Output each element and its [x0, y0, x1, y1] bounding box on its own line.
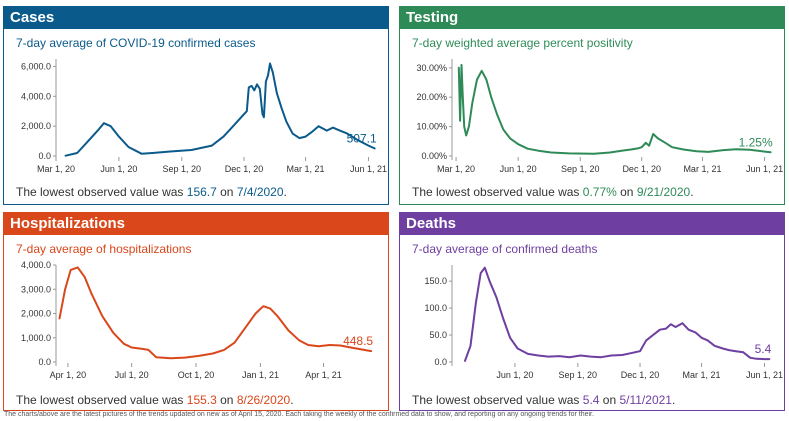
cases-y-tick-label: 4,000.0 [21, 91, 51, 101]
testing-lowest-note: The lowest observed value was 0.77% on 9… [412, 185, 694, 199]
testing-y-tick-label: 10.00% [416, 122, 447, 132]
cases-y-tick-label: 6,000.0 [21, 61, 51, 71]
testing-note-end: . [690, 185, 694, 199]
testing-x-tick-label: Sep 1, 20 [561, 164, 600, 174]
hosp-latest-value-label: 448.5 [343, 334, 373, 348]
deaths-lowest-note: The lowest observed value was 5.4 on 5/1… [412, 393, 675, 407]
hospitalizations-header: Hospitalizations [4, 213, 388, 235]
testing-latest-value-label: 1.25% [739, 135, 773, 149]
deaths-y-tick-label: 100.0 [424, 303, 447, 313]
cases-y-tick-label: 2,000.0 [21, 121, 51, 131]
deaths-y-tick-label: 150.0 [424, 276, 447, 286]
deaths-note-mid: on [599, 393, 620, 407]
testing-x-tick-label: Jun 1, 20 [500, 164, 537, 174]
deaths-y-tick-label: 50.0 [429, 330, 447, 340]
cases-x-tick-label: Dec 1, 20 [225, 164, 264, 174]
testing-x-tick-label: Mar 1, 20 [437, 164, 475, 174]
testing-note-prefix: The lowest observed value was [412, 185, 583, 199]
hosp-y-tick-label: 0.0 [38, 357, 51, 367]
testing-note-value: 0.77% [582, 185, 617, 199]
cases-note-date: 7/4/2020 [236, 185, 284, 199]
deaths-note-value: 5.4 [582, 393, 600, 407]
footnote: The charts/above are the latest pictures… [4, 411, 594, 418]
testing-panel: Testing 7-day weighted average percent p… [399, 6, 785, 205]
cases-note-mid: on [216, 185, 237, 199]
hosp-x-tick-label: Jan 1, 21 [242, 370, 279, 380]
cases-y-tick-label: 0.0 [38, 151, 51, 161]
deaths-note-date: 5/11/2021 [619, 393, 672, 407]
hosp-x-tick-label: Oct 1, 20 [178, 370, 215, 380]
cases-lowest-note: The lowest observed value was 156.7 on 7… [16, 185, 287, 199]
cases-x-tick-label: Sep 1, 20 [163, 164, 202, 174]
testing-series-line [457, 63, 772, 155]
hosp-note-end: . [290, 393, 294, 407]
cases-x-tick-label: Mar 1, 20 [37, 164, 75, 174]
hospitalizations-subtitle: 7-day average of hospitalizations [16, 242, 192, 256]
hospitalizations-lowest-note: The lowest observed value was 155.3 on 8… [16, 393, 294, 407]
testing-chart: 0.00% 10.00% 20.00% 30.00% Mar 1, 20 Jun 1, 2… [416, 59, 783, 174]
hosp-y-tick-label: 3,000.0 [21, 284, 51, 294]
cases-panel: Cases 7-day average of COVID-19 confirme… [3, 6, 389, 205]
deaths-latest-value-label: 5.4 [755, 342, 772, 356]
deaths-subtitle: 7-day average of confirmed deaths [412, 242, 598, 256]
hosp-y-tick-label: 4,000.0 [21, 260, 51, 270]
cases-x-tick-label: Jun 1, 21 [350, 164, 387, 174]
hosp-series-line [58, 266, 373, 360]
testing-note-mid: on [616, 185, 637, 199]
cases-x-tick-label: Jun 1, 20 [100, 164, 137, 174]
cases-note-end: . [283, 185, 287, 199]
hosp-x-tick-label: Apr 1, 20 [50, 370, 87, 380]
deaths-y-tick-label: 0.0 [434, 357, 447, 367]
deaths-x-tick-label: Mar 1, 21 [683, 370, 721, 380]
testing-y-tick-label: 20.00% [416, 92, 447, 102]
testing-y-tick-label: 30.00% [416, 63, 447, 73]
cases-header: Cases [4, 7, 388, 29]
hosp-y-tick-label: 1,000.0 [21, 333, 51, 343]
hosp-note-prefix: The lowest observed value was [16, 393, 187, 407]
cases-series-line [64, 62, 376, 157]
hosp-note-value: 155.3 [186, 393, 217, 407]
deaths-series-line [464, 266, 771, 362]
deaths-header: Deaths [400, 213, 784, 235]
deaths-x-tick-label: Sep 1, 20 [559, 370, 598, 380]
testing-x-tick-label: Mar 1, 21 [683, 164, 721, 174]
hospitalizations-chart: 0.0 1,000.0 2,000.0 3,000.0 4,000.0 Apr 1, 20… [21, 260, 373, 380]
hosp-note-mid: on [216, 393, 237, 407]
cases-note-prefix: The lowest observed value was [16, 185, 187, 199]
deaths-x-tick-label: Dec 1, 20 [621, 370, 660, 380]
hosp-x-tick-label: Apr 1, 21 [305, 370, 342, 380]
hosp-y-tick-label: 2,000.0 [21, 309, 51, 319]
deaths-note-end: . [671, 393, 676, 407]
cases-latest-value-label: 507.1 [347, 131, 377, 145]
cases-subtitle: 7-day average of COVID-19 confirmed case… [16, 36, 256, 50]
hospitalizations-panel: Hospitalizations 7-day average of hospit… [3, 212, 389, 411]
testing-note-date: 9/21/2020 [636, 185, 691, 199]
cases-chart: 0.0 2,000.0 4,000.0 6,000.0 Mar 1, 20 Jun 1, … [21, 59, 387, 174]
hosp-note-date: 8/26/2020 [236, 393, 291, 407]
testing-x-tick-label: Jun 1, 21 [746, 164, 783, 174]
hosp-x-tick-label: Jul 1, 20 [115, 370, 149, 380]
testing-subtitle: 7-day weighted average percent positivit… [412, 36, 633, 50]
deaths-note-prefix: The lowest observed value was [412, 393, 583, 407]
testing-header: Testing [400, 7, 784, 29]
testing-y-tick-label: 0.00% [421, 151, 447, 161]
cases-x-tick-label: Mar 1, 21 [287, 164, 325, 174]
testing-x-tick-label: Dec 1, 20 [622, 164, 661, 174]
deaths-x-tick-label: Jun 1, 21 [746, 370, 783, 380]
deaths-chart: 0.0 50.0 100.0 150.0 Jun 1, 20 Sep 1, 20 Dec 1… [424, 265, 783, 380]
cases-note-value: 156.7 [186, 185, 217, 199]
deaths-panel: Deaths 7-day average of confirmed deaths… [399, 212, 785, 411]
deaths-x-tick-label: Jun 1, 20 [496, 370, 533, 380]
